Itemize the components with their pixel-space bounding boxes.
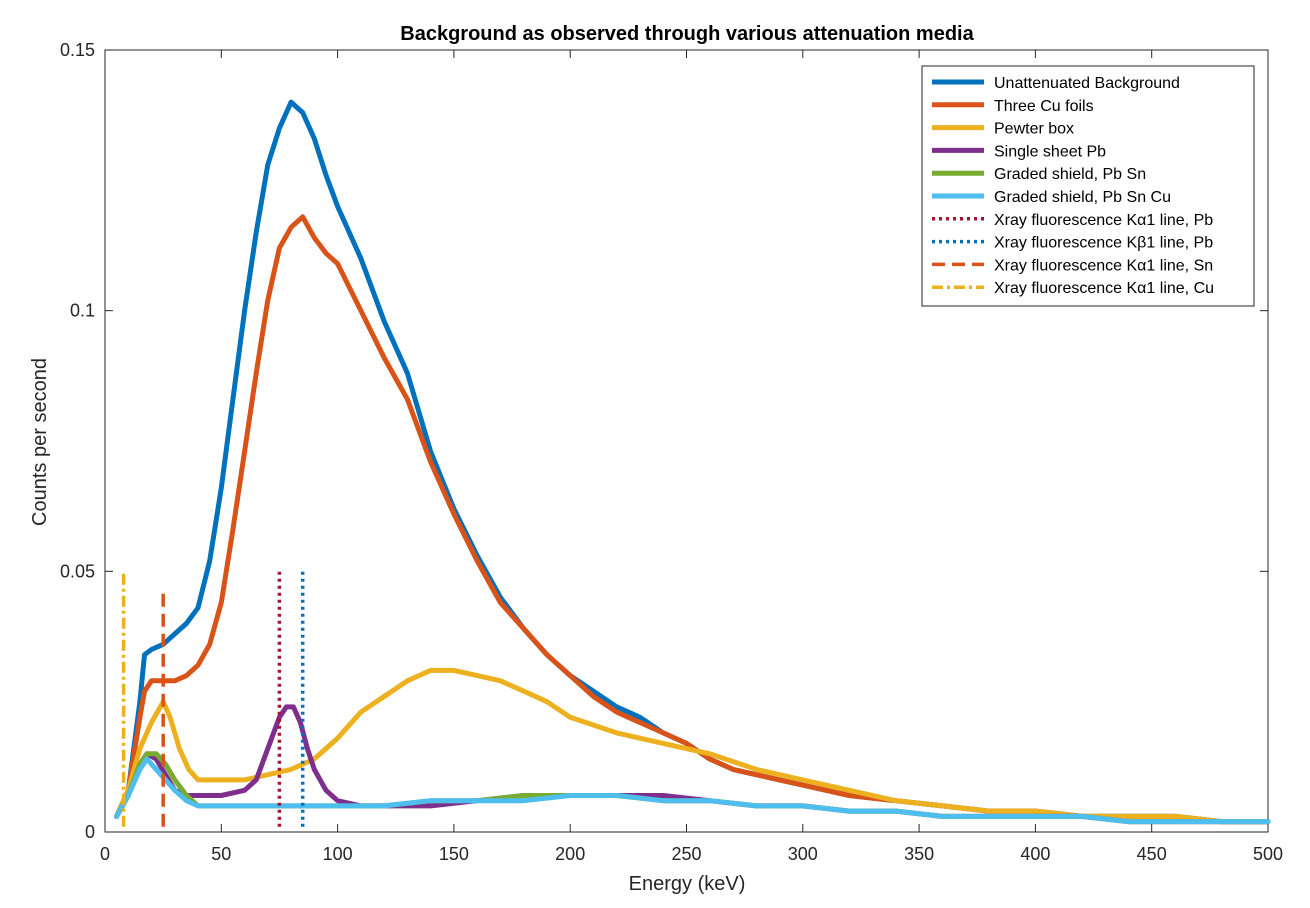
x-tick-label: 400 <box>1020 844 1050 864</box>
x-tick-label: 200 <box>555 844 585 864</box>
chart-title: Background as observed through various a… <box>400 23 974 45</box>
legend: Unattenuated Background Three Cu foils Pew… <box>921 65 1255 307</box>
legend-label-1: Three Cu foils <box>994 98 1094 115</box>
x-tick-label: 350 <box>904 844 934 864</box>
x-tick-label: 450 <box>1137 844 1167 864</box>
legend-label-9: Xray fluorescence Kα1 line, Cu <box>994 280 1214 297</box>
x-tick-label: 0 <box>100 844 110 864</box>
legend-label-5: Graded shield, Pb Sn Cu <box>994 189 1171 206</box>
legend-label-3: Single sheet Pb <box>994 143 1106 160</box>
series-line-2 <box>114 667 1271 825</box>
legend-label-8: Xray fluorescence Kα1 line, Sn <box>994 257 1213 274</box>
legend-label-0: Unattenuated Background <box>994 75 1180 92</box>
x-tick-label: 150 <box>439 844 469 864</box>
y-tick-label: 0.15 <box>60 40 95 60</box>
ticks-layer: 0 50 100 150 200 250 300 350 400 450 500 0 0.05 0.1 0.… <box>60 40 1283 864</box>
x-tick-label: 50 <box>211 844 231 864</box>
legend-label-6: Xray fluorescence Kα1 line, Pb <box>994 212 1213 229</box>
x-tick-label: 100 <box>323 844 353 864</box>
y-tick-label: 0 <box>85 822 95 842</box>
x-tick-label: 300 <box>788 844 818 864</box>
x-tick-label: 250 <box>671 844 701 864</box>
x-axis-label: Energy (keV) <box>629 873 746 895</box>
y-tick-label: 0.05 <box>60 561 95 581</box>
legend-label-7: Xray fluorescence Kβ1 line, Pb <box>994 235 1213 252</box>
series-layer <box>114 99 1271 827</box>
x-tick-label: 500 <box>1253 844 1283 864</box>
legend-label-4: Graded shield, Pb Sn <box>994 166 1146 183</box>
series-line-5 <box>114 756 1271 825</box>
y-tick-label: 0.1 <box>70 301 95 321</box>
y-axis-label: Counts per second <box>29 358 51 526</box>
legend-label-2: Pewter box <box>994 121 1074 138</box>
